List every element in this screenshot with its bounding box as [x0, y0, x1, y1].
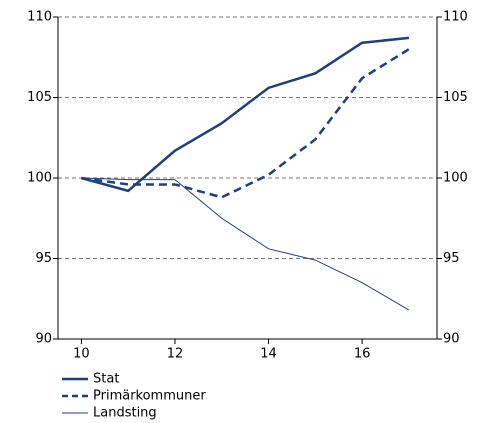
- x-tick-label: 12: [167, 347, 184, 362]
- y2-tick-label: 105: [443, 90, 468, 105]
- y2-tick-label: 110: [443, 10, 468, 25]
- y-tick-label: 110: [27, 10, 52, 25]
- series-line: [81, 177, 410, 311]
- y2-tick-label: 100: [443, 171, 468, 186]
- x-tick-label: 10: [73, 347, 90, 362]
- series-line: [81, 36, 410, 193]
- y-tick-label: 100: [27, 171, 52, 186]
- y-tick-label: 90: [35, 332, 52, 347]
- y-tick-label: 95: [35, 251, 52, 266]
- y-tick-label: 105: [27, 90, 52, 105]
- x-tick-label: 16: [354, 347, 371, 362]
- series-line: [81, 48, 410, 199]
- legend-label: Stat: [93, 372, 119, 387]
- y2-tick-label: 95: [443, 251, 460, 266]
- legend-label: Landsting: [93, 406, 157, 421]
- legend-label: Primärkommuner: [93, 389, 206, 404]
- y2-tick-label: 90: [443, 332, 460, 347]
- x-tick-label: 14: [260, 347, 277, 362]
